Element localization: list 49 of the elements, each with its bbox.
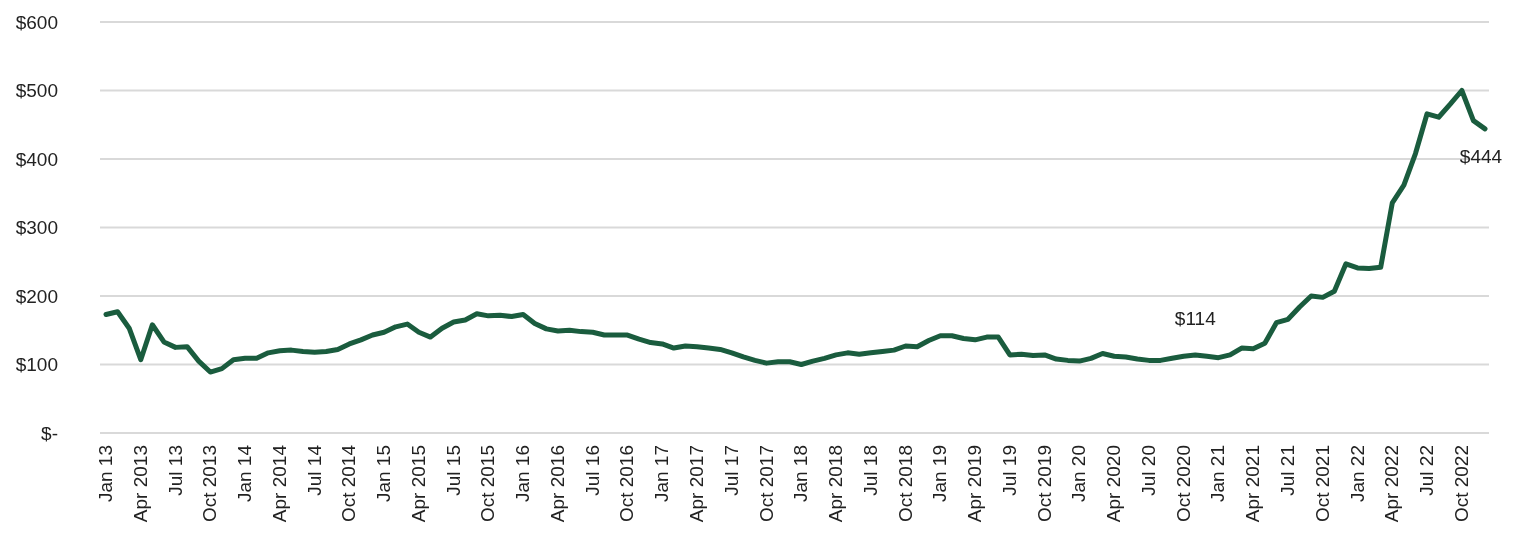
x-tick-label: Jan 20 bbox=[1068, 445, 1090, 503]
x-tick-label: Apr 2016 bbox=[546, 445, 568, 523]
x-tick-label: Apr 2022 bbox=[1381, 445, 1403, 523]
x-tick-label: Apr 2017 bbox=[686, 445, 707, 523]
x-tick-label: Jan 15 bbox=[373, 445, 395, 503]
x-tick-label: Jul 22 bbox=[1416, 445, 1438, 496]
y-tick-label: $600 bbox=[15, 11, 58, 33]
data-label: $114 bbox=[1174, 307, 1217, 329]
x-tick-label: Oct 2022 bbox=[1450, 445, 1472, 523]
x-tick-label: Oct 2016 bbox=[616, 445, 638, 523]
x-tick-label: Jul 18 bbox=[859, 445, 881, 496]
x-tick-label: Oct 2013 bbox=[199, 445, 221, 523]
x-tick-label: Apr 2019 bbox=[964, 445, 986, 523]
x-tick-label: Jul 13 bbox=[164, 445, 186, 496]
x-tick-label: Jan 14 bbox=[234, 444, 256, 503]
x-tick-label: Jan 18 bbox=[790, 445, 812, 503]
x-tick-label: Apr 2013 bbox=[129, 445, 151, 523]
x-tick-label: Oct 2018 bbox=[894, 445, 916, 523]
x-tick-label: Oct 2020 bbox=[1172, 445, 1194, 523]
x-tick-label: Apr 2015 bbox=[407, 445, 429, 523]
y-tick-label: $200 bbox=[15, 285, 58, 307]
x-tick-label: Jul 21 bbox=[1277, 445, 1298, 496]
y-tick-label: $500 bbox=[15, 80, 58, 102]
x-tick-label: Apr 2021 bbox=[1242, 445, 1264, 523]
x-tick-label: Jan 21 bbox=[1207, 445, 1229, 503]
x-tick-label: Apr 2014 bbox=[268, 444, 290, 523]
y-tick-label: $100 bbox=[15, 354, 58, 376]
x-tick-label: Oct 2015 bbox=[477, 445, 499, 523]
x-tick-label: Jul 14 bbox=[303, 444, 325, 496]
x-tick-label: Apr 2020 bbox=[1103, 445, 1125, 523]
x-tick-label: Jan 13 bbox=[95, 445, 116, 503]
data-label: $444 bbox=[1459, 145, 1503, 167]
y-tick-label: $300 bbox=[15, 217, 58, 239]
y-tick-label: $400 bbox=[15, 148, 58, 170]
x-tick-label: Jan 19 bbox=[929, 445, 951, 503]
x-tick-label: Oct 2019 bbox=[1033, 445, 1055, 523]
x-tick-label: Oct 2017 bbox=[755, 445, 777, 523]
x-tick-label: Jan 16 bbox=[512, 445, 534, 503]
x-tick-label: Oct 2014 bbox=[338, 444, 360, 523]
x-tick-label: Jul 16 bbox=[581, 445, 603, 496]
x-tick-label: Jan 17 bbox=[651, 445, 673, 503]
x-tick-label: Jul 20 bbox=[1137, 445, 1159, 496]
x-tick-label: Jul 19 bbox=[998, 445, 1020, 496]
x-tick-label: Apr 2018 bbox=[825, 445, 847, 523]
x-tick-label: Jan 22 bbox=[1346, 445, 1368, 503]
x-tick-label: Oct 2021 bbox=[1311, 445, 1333, 523]
y-tick-label: $- bbox=[41, 422, 58, 444]
x-tick-label: Jul 15 bbox=[442, 445, 464, 496]
x-tick-label: Jul 17 bbox=[720, 445, 742, 496]
